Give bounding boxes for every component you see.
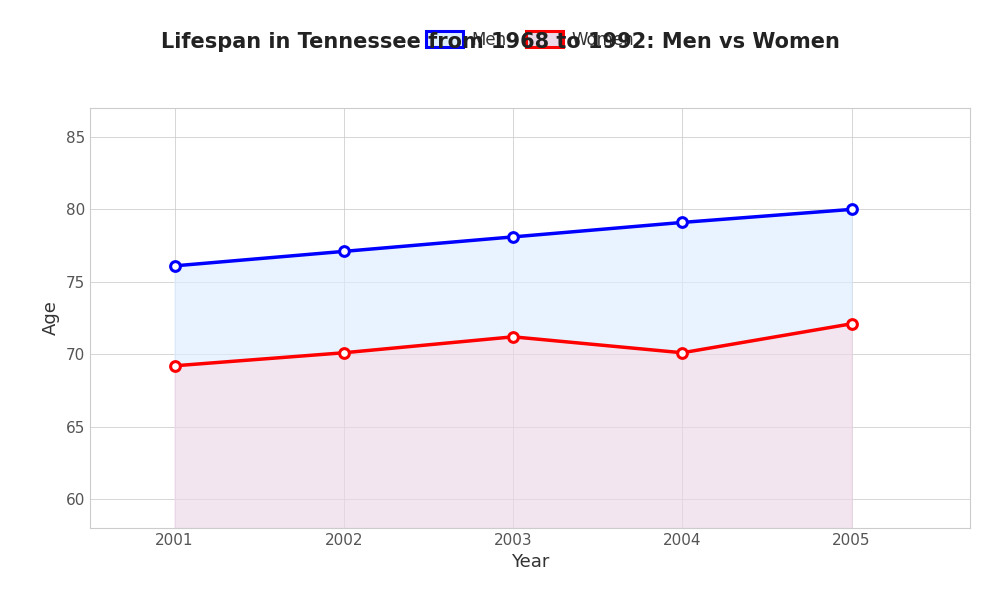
Legend: Men, Women: Men, Women (419, 24, 641, 55)
Text: Lifespan in Tennessee from 1968 to 1992: Men vs Women: Lifespan in Tennessee from 1968 to 1992:… (161, 32, 839, 52)
Y-axis label: Age: Age (42, 301, 60, 335)
X-axis label: Year: Year (511, 553, 549, 571)
